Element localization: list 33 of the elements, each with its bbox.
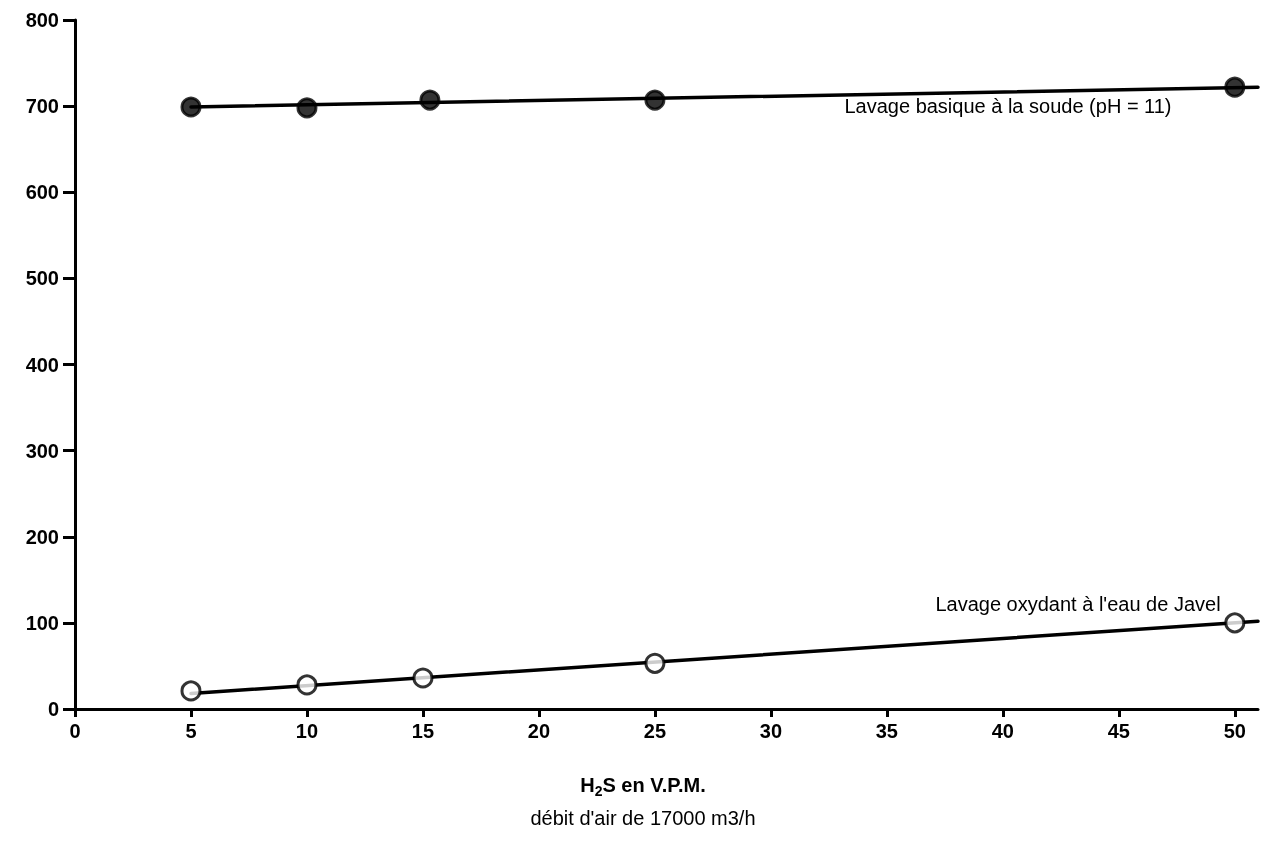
text: débit d'air de 17000 m3/h bbox=[530, 807, 756, 829]
point bbox=[180, 96, 202, 118]
x-tick-label: 50 bbox=[1223, 720, 1246, 742]
point bbox=[644, 89, 666, 111]
point bbox=[1224, 76, 1246, 98]
y-tick-label: 0 bbox=[47, 698, 59, 720]
series-label: Lavage oxydant à l'eau de Javel bbox=[935, 593, 1221, 616]
point bbox=[180, 680, 202, 702]
x-tick-label: 30 bbox=[759, 720, 783, 742]
x-tick-label: 20 bbox=[527, 720, 551, 742]
x-tick-label: 45 bbox=[1107, 720, 1130, 742]
y-tick-label: 200 bbox=[25, 525, 59, 548]
x-tick-label: 0 bbox=[69, 720, 81, 742]
y-tick-label: 300 bbox=[25, 439, 59, 462]
x-tick-label: 5 bbox=[185, 720, 197, 742]
y-tick-label: 800 bbox=[25, 9, 59, 31]
point bbox=[1224, 612, 1246, 634]
x-tick-label: 40 bbox=[991, 720, 1014, 742]
y-tick-label: 600 bbox=[25, 181, 59, 204]
point bbox=[296, 97, 318, 119]
x-tick-label: 10 bbox=[295, 720, 319, 742]
y-tick-label: 100 bbox=[25, 611, 59, 634]
y-tick-label: 700 bbox=[25, 95, 59, 118]
x-tick-label: 35 bbox=[875, 720, 898, 742]
series-label: Lavage basique à la soude (pH = 11) bbox=[844, 95, 1172, 118]
x-tick-label: 25 bbox=[643, 720, 667, 742]
point bbox=[412, 667, 434, 689]
point bbox=[644, 652, 666, 674]
point bbox=[419, 89, 441, 111]
point bbox=[296, 674, 318, 696]
x-tick-label: 15 bbox=[411, 720, 435, 742]
y-tick-label: 500 bbox=[25, 267, 59, 290]
y-tick-label: 400 bbox=[25, 353, 59, 376]
